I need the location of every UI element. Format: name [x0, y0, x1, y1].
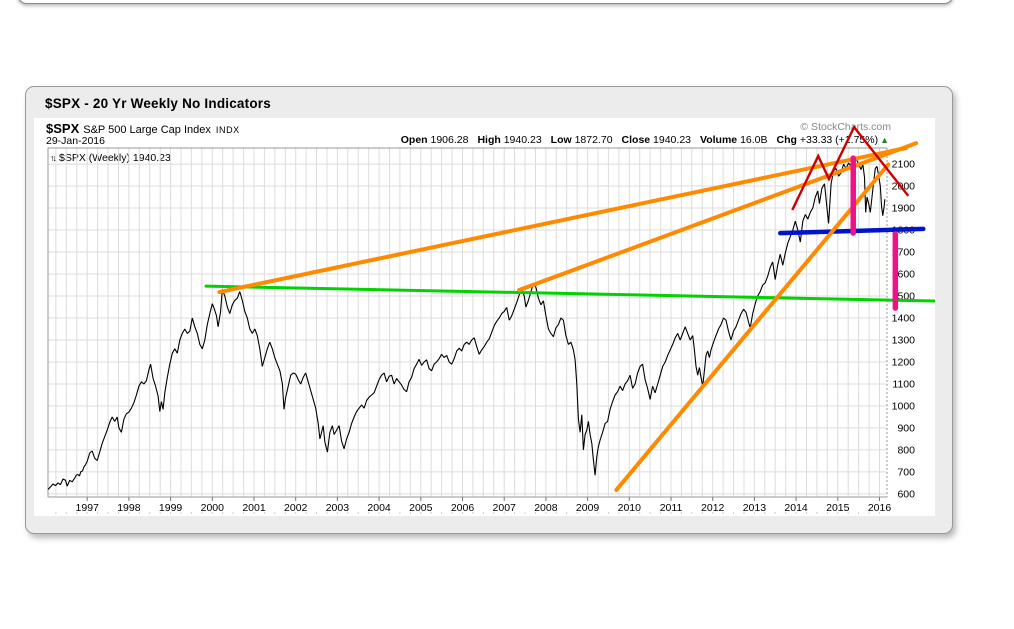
x-axis-label: 2007	[493, 502, 517, 514]
x-axis-label: 2006	[451, 502, 475, 514]
x-axis-label: 2010	[618, 502, 642, 514]
chart-panel: $SPX - 20 Yr Weekly No Indicators $SPX S&…	[25, 86, 953, 534]
quote-high: High 1940.23	[477, 134, 542, 146]
change-up-arrow-icon: ▲	[880, 135, 889, 145]
plot-border	[47, 147, 887, 498]
x-axis-label: 2009	[576, 502, 600, 514]
price-series	[47, 158, 886, 490]
symbol-row: $SPX S&P 500 Large Cap Index INDX	[46, 120, 240, 138]
quote-row: Open 1906.28 High 1940.23 Low 1872.70 Close…	[392, 134, 889, 146]
y-axis-label: 1300	[892, 335, 916, 347]
y-axis-label: 900	[897, 422, 915, 434]
x-axis-label: 2001	[242, 502, 266, 514]
head-and-shoulders-pattern-red	[791, 124, 910, 211]
price-chart: 1997 1998 1999 2000 2001 2002 2003 2004 2005 2006…	[47, 124, 935, 514]
quote-chg: Chg +33.33 (+1.75%)	[776, 134, 879, 146]
grid-lines	[48, 148, 887, 497]
quote-close: Close 1940.23	[621, 134, 691, 146]
y-axis-label: 600	[897, 488, 915, 500]
y-axis-label: 700	[897, 466, 915, 478]
quote-date: 29-Jan-2016	[46, 135, 105, 147]
trendline-from-2009-low	[614, 162, 891, 492]
x-axis-ticks	[86, 497, 880, 501]
x-axis-label: 1999	[159, 502, 183, 514]
symbol-label: $SPX	[46, 121, 80, 136]
panel-title: $SPX - 20 Yr Weekly No Indicators	[45, 96, 271, 111]
x-axis-label: 2005	[409, 502, 433, 514]
chart-image: $SPX S&P 500 Large Cap Index INDX © StockC…	[34, 118, 935, 516]
x-axis-label: 2013	[743, 502, 767, 514]
x-axis-label: 2015	[826, 502, 850, 514]
x-axis-label: 2012	[701, 502, 725, 514]
x-axis-label: 1998	[117, 502, 141, 514]
y-axis-label: 1200	[892, 357, 916, 369]
x-axis-label: 2016	[868, 502, 892, 514]
x-axis-label: 2011	[660, 502, 683, 514]
quote-open: Open 1906.28	[400, 134, 469, 146]
y-axis-label: 1000	[892, 401, 916, 413]
y-axis-label: 2100	[892, 159, 916, 171]
exchange-label: INDX	[215, 125, 240, 135]
x-axis-label: 2002	[284, 502, 308, 514]
support-line-green	[204, 284, 935, 303]
x-axis-label: 2003	[326, 502, 350, 514]
stockcharts-watermark: © StockCharts.com	[800, 121, 891, 133]
x-axis-label: 2014	[784, 502, 808, 514]
x-axis-label: 1997	[76, 502, 100, 514]
price-style-icon: ↑↓	[50, 153, 57, 163]
previous-panel-bottom-edge	[17, 0, 954, 4]
index-name: S&P 500 Large Cap Index	[83, 124, 211, 136]
trendline-from-2000-peak	[217, 146, 909, 295]
y-axis-label: 1100	[892, 379, 915, 391]
y-axis-label: 1900	[892, 203, 916, 215]
y-axis-label: 1400	[892, 313, 916, 325]
quote-volume: Volume 16.0B	[700, 134, 768, 146]
y-axis-label: 800	[897, 444, 915, 456]
trendline-from-2007-peak	[517, 141, 919, 293]
x-axis-minor-dots	[55, 512, 880, 514]
x-axis-label: 2000	[201, 502, 225, 514]
quote-low: Low 1872.70	[550, 134, 613, 146]
x-axis-label: 2008	[534, 502, 558, 514]
x-axis-label: 2004	[367, 502, 391, 514]
